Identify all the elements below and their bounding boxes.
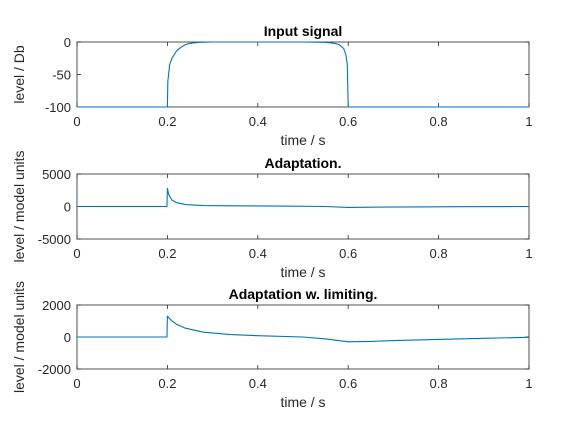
x-axis-label: time / s — [280, 394, 325, 410]
x-tick-label: 0.2 — [158, 114, 176, 129]
x-axis-label: time / s — [280, 264, 325, 280]
x-tick-label: 0 — [73, 246, 80, 261]
y-tick-label: -5000 — [38, 232, 71, 247]
x-tick-label: 0.6 — [339, 246, 357, 261]
x-tick-label: 0.4 — [249, 114, 267, 129]
chart-title: Adaptation w. limiting. — [229, 286, 378, 302]
x-tick-label: 0.8 — [430, 114, 448, 129]
x-tick-label: 0.6 — [339, 376, 357, 391]
x-tick-label: 0.2 — [158, 376, 176, 391]
y-tick-label: -100 — [45, 100, 71, 115]
y-tick-label: 0 — [64, 330, 71, 345]
x-tick-label: 1 — [525, 246, 532, 261]
y-axis-label: level / model units — [11, 150, 27, 262]
y-tick-label: -2000 — [38, 362, 71, 377]
y-tick-label: -50 — [52, 68, 71, 83]
x-tick-label: 0.6 — [339, 114, 357, 129]
chart-title: Adaptation. — [265, 155, 342, 171]
y-tick-label: 5000 — [42, 167, 71, 182]
y-axis-label: level / Db — [11, 45, 27, 104]
y-tick-label: 2000 — [42, 298, 71, 313]
y-tick-label: 0 — [64, 200, 71, 215]
y-tick-label: 0 — [64, 35, 71, 50]
x-tick-label: 0.4 — [249, 376, 267, 391]
subplot-2: 0 0.2 0.4 0.6 0.8 1-500005000Adaptation.time … — [11, 150, 533, 280]
x-tick-label: 1 — [525, 376, 532, 391]
x-tick-label: 0 — [73, 114, 80, 129]
subplot-1: 0 0.2 0.4 0.6 0.8 1 -100 -50 0 Input signal time /… — [11, 23, 533, 148]
x-tick-label: 0.2 — [158, 246, 176, 261]
x-tick-label: 0 — [73, 376, 80, 391]
x-tick-label: 0.4 — [249, 246, 267, 261]
chart-title: Input signal — [264, 23, 343, 39]
series-line — [77, 41, 529, 108]
series-line — [77, 187, 530, 209]
y-axis-label: level / model units — [11, 281, 27, 393]
x-tick-label: 0.8 — [430, 376, 448, 391]
x-axis-label: time / s — [280, 132, 325, 148]
axes-box — [76, 41, 530, 108]
series-line — [77, 315, 530, 343]
x-tick-label: 1 — [525, 114, 532, 129]
x-tick-label: 0.8 — [430, 246, 448, 261]
